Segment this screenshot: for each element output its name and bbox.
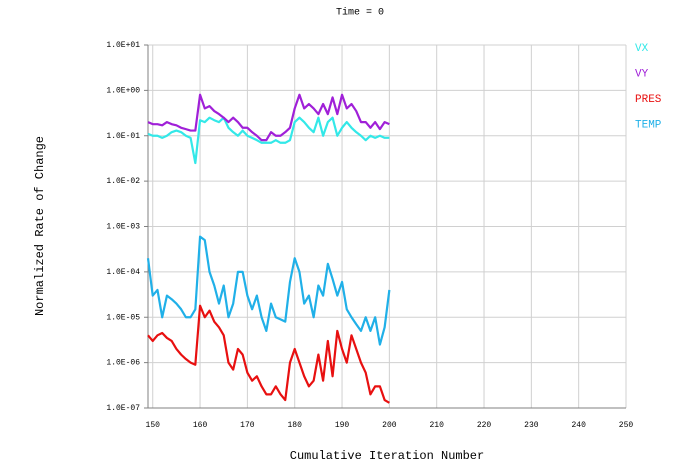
y-tick-label: 1.0E+01 bbox=[106, 41, 140, 50]
legend-label: VY bbox=[635, 68, 649, 80]
x-tick-label: 150 bbox=[146, 421, 161, 430]
series-line bbox=[147, 116, 390, 165]
legend-label: TEMP bbox=[635, 119, 662, 131]
legend-label: VX bbox=[635, 43, 649, 55]
legend-label: PRES bbox=[635, 94, 662, 106]
x-tick-label: 180 bbox=[288, 421, 303, 430]
y-tick-label: 1.0E-03 bbox=[106, 223, 140, 232]
chart-title: Time = 0 bbox=[336, 7, 384, 19]
series-line bbox=[147, 304, 390, 404]
series-line bbox=[146, 235, 391, 346]
x-tick-label: 160 bbox=[193, 421, 208, 430]
x-tick-label: 170 bbox=[240, 421, 255, 430]
x-tick-label: 190 bbox=[335, 421, 350, 430]
series-line bbox=[147, 93, 390, 142]
x-tick-label: 250 bbox=[619, 421, 634, 430]
x-axis-label: Cumulative Iteration Number bbox=[290, 449, 484, 463]
x-tick-label: 200 bbox=[382, 421, 397, 430]
y-tick-label: 1.0E-07 bbox=[106, 404, 140, 413]
y-tick-label: 1.0E-02 bbox=[106, 177, 140, 186]
y-tick-label: 1.0E-05 bbox=[106, 313, 140, 322]
y-axis-label: Normalized Rate of Change bbox=[33, 136, 47, 316]
y-tick-label: 1.0E-06 bbox=[106, 359, 140, 368]
y-tick-label: 1.0E+00 bbox=[106, 86, 140, 95]
x-tick-label: 230 bbox=[524, 421, 539, 430]
x-tick-label: 220 bbox=[477, 421, 492, 430]
y-tick-label: 1.0E-01 bbox=[106, 132, 140, 141]
y-tick-label: 1.0E-04 bbox=[106, 268, 140, 277]
x-tick-label: 210 bbox=[429, 421, 444, 430]
x-tick-label: 240 bbox=[571, 421, 586, 430]
